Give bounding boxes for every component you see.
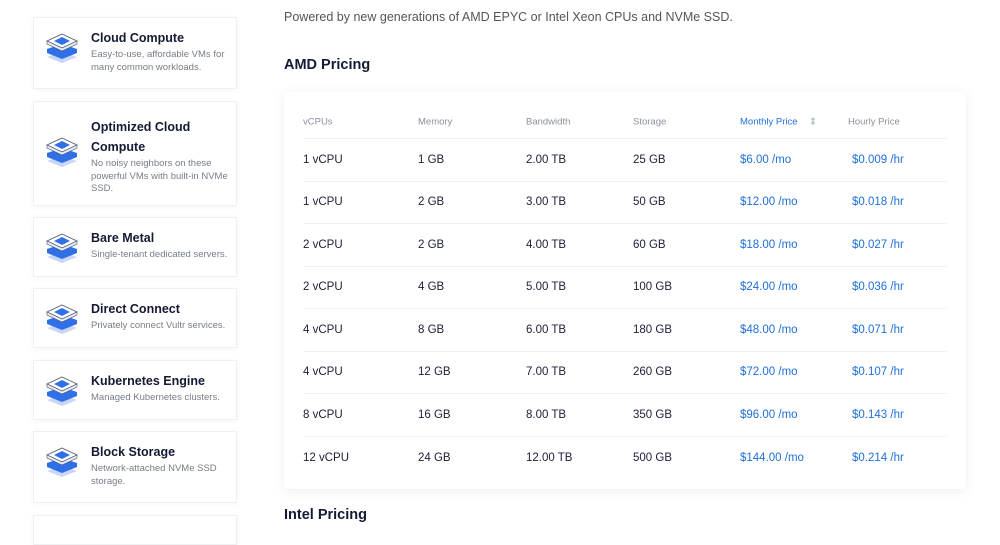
table-row[interactable]: 8 vCPU 16 GB 8.00 TB 350 GB $96.00 /mo $0.143… xyxy=(303,394,947,437)
cell-storage: 50 GB xyxy=(633,196,666,209)
cell-bandwidth: 5.00 TB xyxy=(526,281,567,294)
cell-bandwidth: 12.00 TB xyxy=(526,451,573,464)
cell-vcpus: 4 vCPU xyxy=(303,366,343,379)
cell-bandwidth: 8.00 TB xyxy=(526,408,567,421)
cell-hourly-price: $0.018 /hr xyxy=(852,196,904,209)
intel-pricing-heading: Intel Pricing xyxy=(284,507,367,523)
cell-storage: 25 GB xyxy=(633,153,666,166)
cell-monthly-price: $144.00 /mo xyxy=(740,451,804,464)
cell-storage: 100 GB xyxy=(633,281,672,294)
cell-monthly-price: $6.00 /mo xyxy=(740,153,792,166)
product-card[interactable]: Optimized Cloud Compute No noisy neighbor… xyxy=(33,101,237,206)
product-card[interactable]: Direct Connect Privately connect Vultr se… xyxy=(33,288,237,348)
sort-icon[interactable]: ⇕ xyxy=(809,116,817,128)
table-row[interactable]: 12 vCPU 24 GB 12.00 TB 500 GB $144.00 /mo $0.… xyxy=(303,437,947,480)
col-monthly-price[interactable]: Monthly Price xyxy=(740,116,798,128)
cell-monthly-price: $24.00 /mo xyxy=(740,281,798,294)
cell-monthly-price: $96.00 /mo xyxy=(740,408,798,421)
cell-hourly-price: $0.143 /hr xyxy=(852,408,904,421)
amd-pricing-table: vCPUs Memory Bandwidth Storage Monthly P… xyxy=(284,92,966,489)
cell-bandwidth: 7.00 TB xyxy=(526,366,567,379)
cell-memory: 16 GB xyxy=(418,408,451,421)
cell-hourly-price: $0.009 /hr xyxy=(852,153,904,166)
product-desc: Privately connect Vultr services. xyxy=(91,320,226,331)
block-storage-icon xyxy=(44,444,80,480)
cell-storage: 180 GB xyxy=(633,323,672,336)
cell-memory: 8 GB xyxy=(418,323,445,336)
product-card[interactable]: Kubernetes Engine Managed Kubernetes clus… xyxy=(33,360,237,420)
optimized-compute-icon xyxy=(44,134,80,170)
cell-monthly-price: $12.00 /mo xyxy=(740,196,798,209)
table-row[interactable]: 2 vCPU 2 GB 4.00 TB 60 GB $18.00 /mo $0.027 /… xyxy=(303,224,947,267)
col-hourly-price[interactable]: Hourly Price xyxy=(848,116,900,128)
cell-memory: 12 GB xyxy=(418,366,451,379)
product-desc: Single-tenant dedicated servers. xyxy=(91,249,228,260)
product-desc: Network-attached NVMe SSD storage. xyxy=(91,463,217,487)
product-title: Direct Connect xyxy=(91,302,180,316)
direct-connect-icon xyxy=(44,301,80,337)
product-title: Kubernetes Engine xyxy=(91,374,205,388)
table-header: vCPUs Memory Bandwidth Storage Monthly P… xyxy=(303,106,947,139)
cell-bandwidth: 2.00 TB xyxy=(526,153,567,166)
cell-vcpus: 1 vCPU xyxy=(303,153,343,166)
table-row[interactable]: 1 vCPU 1 GB 2.00 TB 25 GB $6.00 /mo $0.009 /h… xyxy=(303,139,947,182)
product-title: Block Storage xyxy=(91,445,176,459)
col-bandwidth[interactable]: Bandwidth xyxy=(526,116,571,128)
cell-monthly-price: $18.00 /mo xyxy=(740,238,798,251)
cell-memory: 1 GB xyxy=(418,153,445,166)
product-title: Cloud Compute xyxy=(91,31,185,45)
cell-storage: 60 GB xyxy=(633,238,666,251)
product-desc: Managed Kubernetes clusters. xyxy=(91,392,220,403)
col-vcpus[interactable]: vCPUs xyxy=(303,116,333,128)
table-row[interactable]: 1 vCPU 2 GB 3.00 TB 50 GB $12.00 /mo $0.018 /… xyxy=(303,182,947,224)
cell-vcpus: 12 vCPU xyxy=(303,451,350,464)
cell-storage: 500 GB xyxy=(633,451,672,464)
cell-bandwidth: 4.00 TB xyxy=(526,238,567,251)
intro-text: Powered by new generations of AMD EPYC o… xyxy=(284,10,733,24)
product-title: Bare Metal xyxy=(91,231,155,245)
cell-vcpus: 8 vCPU xyxy=(303,408,343,421)
product-title: Optimized Cloud Compute xyxy=(91,120,191,154)
table-row[interactable]: 4 vCPU 8 GB 6.00 TB 180 GB $48.00 /mo $0.071 … xyxy=(303,309,947,352)
cell-storage: 260 GB xyxy=(633,366,672,379)
cell-hourly-price: $0.036 /hr xyxy=(852,281,904,294)
cell-hourly-price: $0.071 /hr xyxy=(852,323,904,336)
product-desc: Easy-to-use, affordable VMs for many com… xyxy=(91,49,225,73)
cell-hourly-price: $0.027 /hr xyxy=(852,238,904,251)
cell-hourly-price: $0.107 /hr xyxy=(852,366,904,379)
cell-bandwidth: 3.00 TB xyxy=(526,196,567,209)
cell-memory: 4 GB xyxy=(418,281,445,294)
bare-metal-icon xyxy=(44,230,80,266)
cell-vcpus: 4 vCPU xyxy=(303,323,343,336)
cell-monthly-price: $72.00 /mo xyxy=(740,366,798,379)
cell-bandwidth: 6.00 TB xyxy=(526,323,567,336)
cloud-compute-icon xyxy=(44,30,80,66)
kubernetes-icon xyxy=(44,373,80,409)
col-memory[interactable]: Memory xyxy=(418,116,453,128)
product-card[interactable]: Block Storage Network-attached NVMe SSD s… xyxy=(33,431,237,503)
amd-pricing-heading: AMD Pricing xyxy=(284,57,371,73)
cell-memory: 2 GB xyxy=(418,238,445,251)
cell-storage: 350 GB xyxy=(633,408,672,421)
table-row[interactable]: 4 vCPU 12 GB 7.00 TB 260 GB $72.00 /mo $0.107… xyxy=(303,352,947,394)
product-card-next[interactable] xyxy=(33,515,237,545)
cell-vcpus: 2 vCPU xyxy=(303,281,343,294)
table-row[interactable]: 2 vCPU 4 GB 5.00 TB 100 GB $24.00 /mo $0.036 … xyxy=(303,267,947,309)
cell-vcpus: 2 vCPU xyxy=(303,238,343,251)
cell-monthly-price: $48.00 /mo xyxy=(740,323,798,336)
product-card[interactable]: Cloud Compute Easy-to-use, affordable VMs… xyxy=(33,17,237,89)
cell-memory: 24 GB xyxy=(418,451,451,464)
product-desc: No noisy neighbors on these powerful VMs… xyxy=(91,158,228,194)
cell-hourly-price: $0.214 /hr xyxy=(852,451,904,464)
cell-memory: 2 GB xyxy=(418,196,445,209)
col-storage[interactable]: Storage xyxy=(633,116,667,128)
product-card[interactable]: Bare Metal Single-tenant dedicated server… xyxy=(33,217,237,277)
cell-vcpus: 1 vCPU xyxy=(303,196,343,209)
